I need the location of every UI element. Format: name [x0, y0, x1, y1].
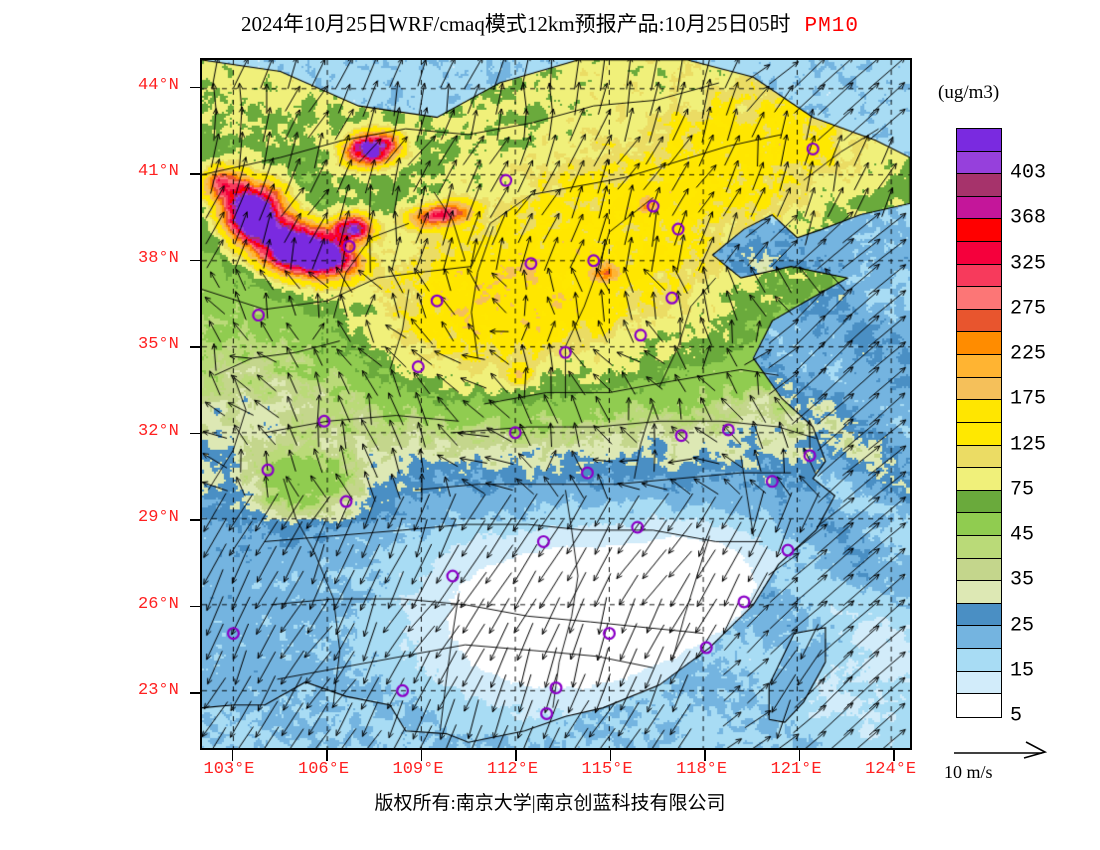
wind-scale-arrow-icon: [950, 740, 1090, 762]
colorbar-tick-25: 25: [1010, 614, 1035, 638]
colorbar-segment: [957, 377, 1001, 401]
lat-tick-41°N: 41°N: [138, 162, 179, 182]
lon-tick-mark: [326, 750, 328, 761]
lat-tick-mark: [190, 519, 202, 521]
copyright-footer: 版权所有:南京大学|南京创蓝科技有限公司: [374, 793, 726, 814]
colorbar-segment: [957, 129, 1001, 152]
colorbar-segment: [957, 264, 1001, 288]
lat-tick-mark: [190, 173, 202, 175]
lat-tick-mark: [190, 259, 202, 262]
lon-tick-mark: [515, 750, 517, 761]
lat-tick-mark: [190, 432, 202, 435]
pm10-concentration-map: [202, 60, 910, 748]
lat-tick-29°N: 29°N: [138, 508, 179, 528]
colorbar-tick-368: 368: [1010, 206, 1047, 230]
colorbar-segment: [957, 468, 1001, 491]
colorbar-segment: [957, 626, 1001, 650]
colorbar-segment: [957, 309, 1001, 333]
lon-tick-mark: [798, 750, 801, 761]
lon-tick-118°E: 118°E: [676, 760, 728, 779]
lat-tick-mark: [190, 692, 202, 694]
colorbar-segment: [957, 422, 1001, 446]
colorbar-unit-label: (ug/m3): [938, 82, 1000, 103]
lon-tick-mark: [231, 750, 233, 761]
lon-tick-103°E: 103°E: [203, 760, 255, 779]
colorbar: [956, 128, 1002, 718]
colorbar-tick-225: 225: [1010, 342, 1047, 366]
colorbar-segment: [957, 694, 1001, 717]
colorbar-segment: [957, 242, 1001, 265]
colorbar-tick-325: 325: [1010, 252, 1047, 276]
colorbar-segment: [957, 287, 1001, 310]
colorbar-segment: [957, 558, 1001, 582]
map-plot-area[interactable]: [200, 58, 912, 750]
colorbar-segment: [957, 196, 1001, 220]
colorbar-segment: [957, 151, 1001, 175]
colorbar-segment: [957, 513, 1001, 536]
colorbar-segment: [957, 174, 1001, 197]
lon-tick-121°E: 121°E: [770, 760, 822, 779]
colorbar-tick-175: 175: [1010, 387, 1047, 411]
colorbar-tick-275: 275: [1010, 297, 1047, 321]
lon-tick-124°E: 124°E: [865, 760, 917, 779]
lon-tick-112°E: 112°E: [487, 760, 539, 779]
lat-tick-mark: [190, 86, 202, 89]
lat-tick-mark: [190, 605, 202, 608]
colorbar-segment: [957, 355, 1001, 378]
lat-tick-44°N: 44°N: [138, 75, 179, 95]
lat-tick-26°N: 26°N: [138, 594, 179, 614]
lon-tick-mark: [893, 750, 895, 761]
colorbar-tick-5: 5: [1010, 704, 1023, 728]
title-main-text: 2024年10月25日WRF/cmaq模式12km预报产品:10月25日05时: [241, 12, 791, 36]
colorbar-segment: [957, 490, 1001, 514]
page-title: 2024年10月25日WRF/cmaq模式12km预报产品:10月25日05时 P…: [0, 8, 1100, 38]
lon-tick-115°E: 115°E: [581, 760, 633, 779]
colorbar-segment: [957, 400, 1001, 423]
colorbar-segment: [957, 535, 1001, 559]
colorbar-segment: [957, 219, 1001, 243]
lat-tick-23°N: 23°N: [138, 681, 179, 701]
colorbar-segment: [957, 649, 1001, 672]
lon-tick-mark: [704, 750, 706, 761]
wind-scale-label: 10 m/s: [944, 762, 993, 782]
lon-tick-106°E: 106°E: [298, 760, 350, 779]
colorbar-tick-403: 403: [1010, 161, 1047, 185]
colorbar-tick-125: 125: [1010, 433, 1047, 457]
lat-tick-mark: [190, 346, 202, 348]
lat-tick-38°N: 38°N: [138, 248, 179, 268]
lat-tick-32°N: 32°N: [138, 421, 179, 441]
lat-tick-35°N: 35°N: [138, 335, 179, 355]
lon-tick-mark: [420, 750, 423, 761]
colorbar-segment: [957, 581, 1001, 604]
title-species-label: PM10: [804, 15, 859, 38]
colorbar-tick-35: 35: [1010, 568, 1035, 592]
colorbar-segment: [957, 671, 1001, 695]
colorbar-tick-45: 45: [1010, 523, 1035, 547]
colorbar-tick-75: 75: [1010, 478, 1035, 502]
colorbar-tick-15: 15: [1010, 659, 1035, 683]
lon-tick-109°E: 109°E: [392, 760, 444, 779]
lon-tick-mark: [609, 750, 612, 761]
colorbar-segment: [957, 332, 1001, 356]
colorbar-segment: [957, 445, 1001, 469]
colorbar-segment: [957, 603, 1001, 627]
